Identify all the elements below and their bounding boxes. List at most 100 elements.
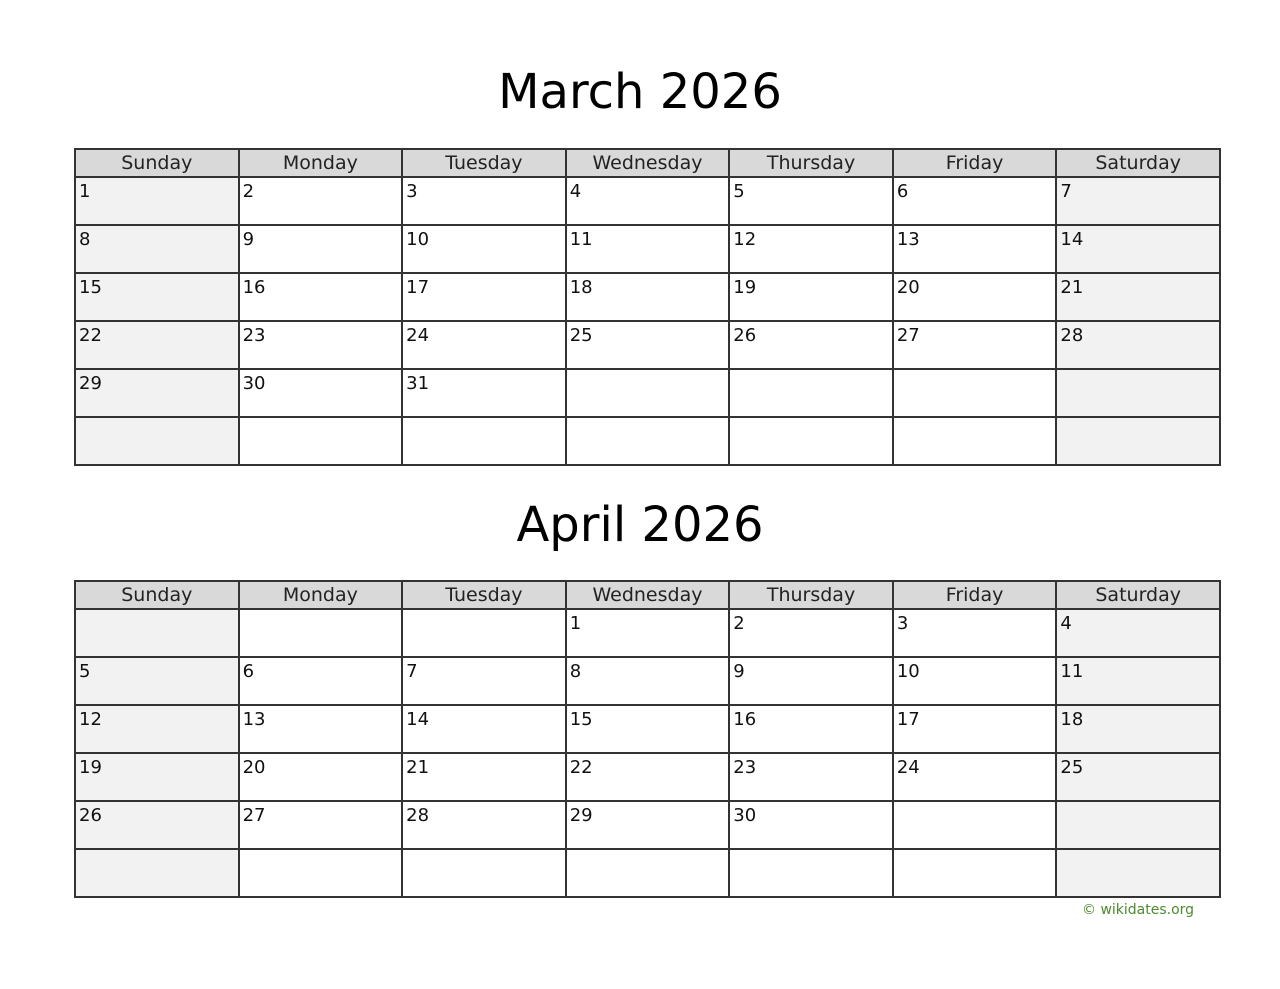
day-cell: 4 <box>1055 608 1221 658</box>
day-cell <box>1055 800 1221 850</box>
day-cell: 27 <box>237 800 404 850</box>
day-cell: 31 <box>401 368 567 418</box>
weekday-header: Thursday <box>728 580 894 610</box>
weekday-header: Friday <box>891 148 1058 178</box>
day-cell <box>891 848 1058 898</box>
day-cell: 14 <box>1055 224 1221 274</box>
day-cell: 2 <box>728 608 894 658</box>
day-cell: 14 <box>401 704 567 754</box>
weekday-header: Tuesday <box>401 580 567 610</box>
day-cell: 6 <box>237 656 404 706</box>
weekday-header: Sunday <box>74 580 240 610</box>
week-row <box>74 416 1221 466</box>
day-cell: 13 <box>237 704 404 754</box>
day-cell: 29 <box>564 800 731 850</box>
day-cell: 2 <box>237 176 404 226</box>
weekday-header: Saturday <box>1055 580 1221 610</box>
day-cell: 30 <box>728 800 894 850</box>
day-cell: 27 <box>891 320 1058 370</box>
day-cell: 19 <box>728 272 894 322</box>
day-cell <box>401 416 567 466</box>
day-cell: 7 <box>1055 176 1221 226</box>
day-cell: 21 <box>401 752 567 802</box>
week-row: 12 13 14 15 16 17 18 <box>74 704 1221 754</box>
day-cell: 24 <box>401 320 567 370</box>
day-cell: 8 <box>564 656 731 706</box>
day-cell <box>564 368 731 418</box>
month-title-april: April 2026 <box>516 497 764 553</box>
week-row: 26 27 28 29 30 <box>74 800 1221 850</box>
weekday-header: Monday <box>237 148 404 178</box>
week-row: 19 20 21 22 23 24 25 <box>74 752 1221 802</box>
day-cell: 12 <box>728 224 894 274</box>
day-cell: 29 <box>74 368 240 418</box>
day-cell: 4 <box>564 176 731 226</box>
day-cell: 15 <box>74 272 240 322</box>
week-row: 22 23 24 25 26 27 28 <box>74 320 1221 370</box>
day-cell: 15 <box>564 704 731 754</box>
week-row <box>74 848 1221 898</box>
copyright-footer: © wikidates.org <box>1082 902 1195 918</box>
day-cell: 23 <box>237 320 404 370</box>
day-cell: 7 <box>401 656 567 706</box>
day-cell <box>237 608 404 658</box>
day-cell: 26 <box>74 800 240 850</box>
day-cell: 3 <box>401 176 567 226</box>
week-row: 15 16 17 18 19 20 21 <box>74 272 1221 322</box>
day-cell: 11 <box>1055 656 1221 706</box>
weekday-header: Thursday <box>728 148 894 178</box>
day-cell: 24 <box>891 752 1058 802</box>
day-cell <box>1055 848 1221 898</box>
day-cell <box>891 368 1058 418</box>
day-cell: 17 <box>401 272 567 322</box>
day-cell: 25 <box>1055 752 1221 802</box>
day-cell: 3 <box>891 608 1058 658</box>
day-cell: 28 <box>401 800 567 850</box>
weekday-header: Saturday <box>1055 148 1221 178</box>
day-cell <box>1055 416 1221 466</box>
day-cell <box>1055 368 1221 418</box>
day-cell: 28 <box>1055 320 1221 370</box>
day-cell <box>891 416 1058 466</box>
day-cell <box>564 848 731 898</box>
day-cell: 23 <box>728 752 894 802</box>
day-cell: 20 <box>891 272 1058 322</box>
day-cell: 20 <box>237 752 404 802</box>
day-cell: 13 <box>891 224 1058 274</box>
day-cell <box>891 800 1058 850</box>
day-cell: 22 <box>564 752 731 802</box>
day-cell: 6 <box>891 176 1058 226</box>
day-cell: 16 <box>728 704 894 754</box>
day-cell: 1 <box>564 608 731 658</box>
week-row: 5 6 7 8 9 10 11 <box>74 656 1221 706</box>
day-cell: 18 <box>1055 704 1221 754</box>
weekday-header: Wednesday <box>564 148 731 178</box>
day-cell <box>564 416 731 466</box>
day-cell <box>237 416 404 466</box>
day-cell <box>237 848 404 898</box>
day-cell <box>728 848 894 898</box>
day-cell: 10 <box>891 656 1058 706</box>
day-cell: 16 <box>237 272 404 322</box>
weekday-header-row: Sunday Monday Tuesday Wednesday Thursday Frid… <box>74 580 1221 610</box>
calendar-march: Sunday Monday Tuesday Wednesday Thursday Frid… <box>74 148 1221 466</box>
day-cell: 18 <box>564 272 731 322</box>
day-cell: 25 <box>564 320 731 370</box>
day-cell: 12 <box>74 704 240 754</box>
day-cell <box>74 848 240 898</box>
day-cell: 19 <box>74 752 240 802</box>
day-cell: 1 <box>74 176 240 226</box>
day-cell <box>401 608 567 658</box>
day-cell: 5 <box>728 176 894 226</box>
weekday-header-row: Sunday Monday Tuesday Wednesday Thursday Frid… <box>74 148 1221 178</box>
week-row: 8 9 10 11 12 13 14 <box>74 224 1221 274</box>
calendar-april: Sunday Monday Tuesday Wednesday Thursday Frid… <box>74 580 1221 898</box>
weekday-header: Sunday <box>74 148 240 178</box>
day-cell: 5 <box>74 656 240 706</box>
day-cell: 17 <box>891 704 1058 754</box>
weekday-header: Tuesday <box>401 148 567 178</box>
day-cell <box>728 416 894 466</box>
weekday-header: Monday <box>237 580 404 610</box>
